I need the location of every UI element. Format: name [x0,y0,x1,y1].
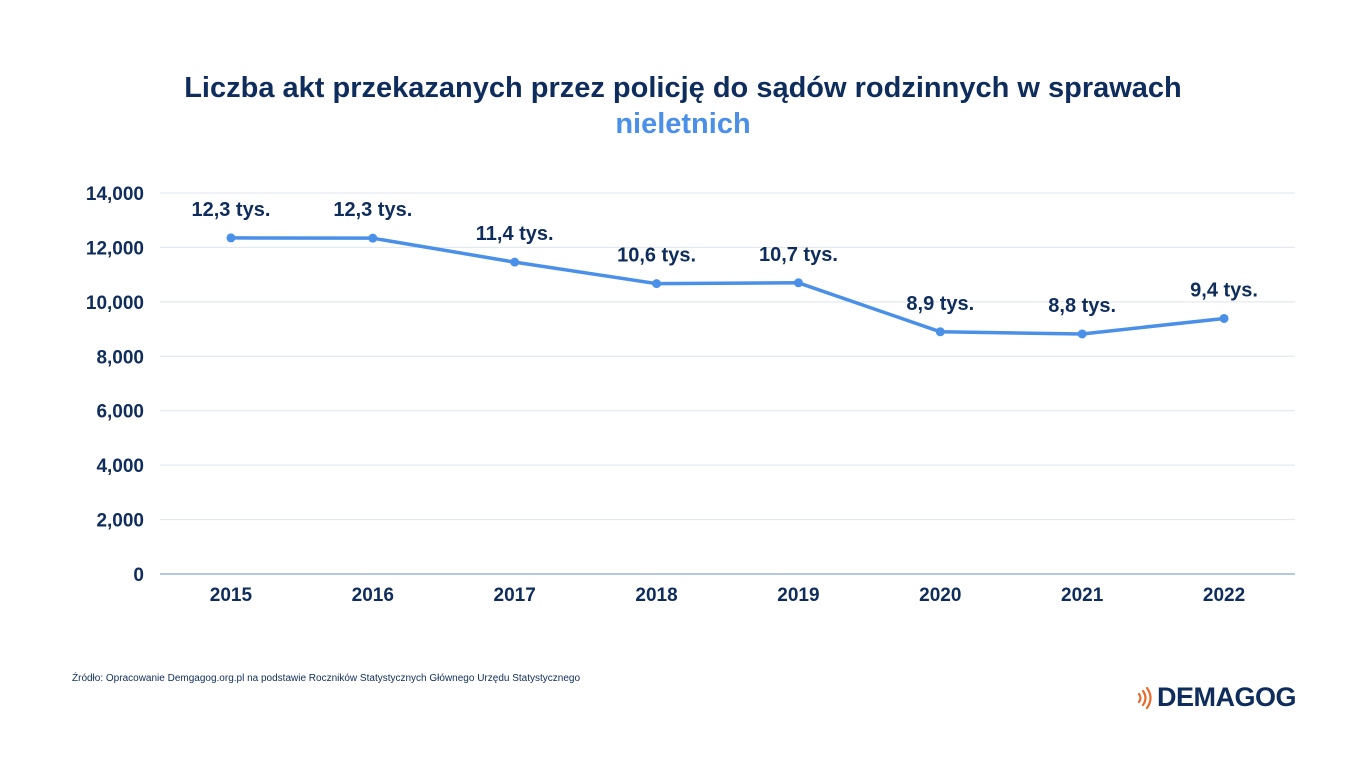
chart-title-line2: nieletnich [615,108,751,140]
source-note: Źródło: Opracowanie Demgagog.org.pl na p… [72,673,581,684]
data-label: 9,4 tys. [1190,279,1258,301]
y-tick-label: 8,000 [96,347,144,368]
y-tick-label: 12,000 [86,238,144,259]
signal-waves-icon [1137,686,1152,709]
x-tick-label: 2017 [494,585,536,606]
y-tick-label: 0 [133,565,144,586]
data-point [1077,329,1087,339]
x-tick-label: 2022 [1203,585,1245,606]
x-tick-label: 2020 [919,585,961,606]
x-tick-label: 2019 [777,585,819,606]
y-tick-label: 6,000 [96,402,144,423]
x-tick-label: 2016 [352,585,394,606]
data-label: 10,7 tys. [759,244,838,266]
data-point [935,327,945,337]
demagog-logo: DEMAGOG [1137,682,1297,713]
data-point [368,233,378,243]
data-label: 12,3 tys. [333,199,412,221]
y-tick-label: 2,000 [96,511,144,532]
data-label: 10,6 tys. [617,245,696,267]
series-line [229,236,1226,336]
y-tick-label: 4,000 [96,456,144,477]
data-point [226,233,236,243]
data-label: 8,8 tys. [1048,295,1116,317]
data-label: 11,4 tys. [476,223,554,245]
chart-title: Liczba akt przekazanych przez policję do… [0,70,1366,142]
y-tick-label: 14,000 [86,184,144,205]
x-tick-label: 2018 [635,585,677,606]
data-label: 8,9 tys. [906,293,974,315]
data-point [793,278,803,288]
data-point [510,257,520,267]
data-point [652,279,662,289]
chart-title-line1: Liczba akt przekazanych przez policję do… [184,72,1182,104]
data-label: 12,3 tys. [191,199,270,221]
x-tick-label: 2015 [210,585,253,606]
y-tick-label: 10,000 [86,293,144,314]
data-point [1219,313,1229,323]
x-tick-label: 2021 [1061,585,1104,606]
logo-text: DEMAGOG [1156,682,1297,712]
